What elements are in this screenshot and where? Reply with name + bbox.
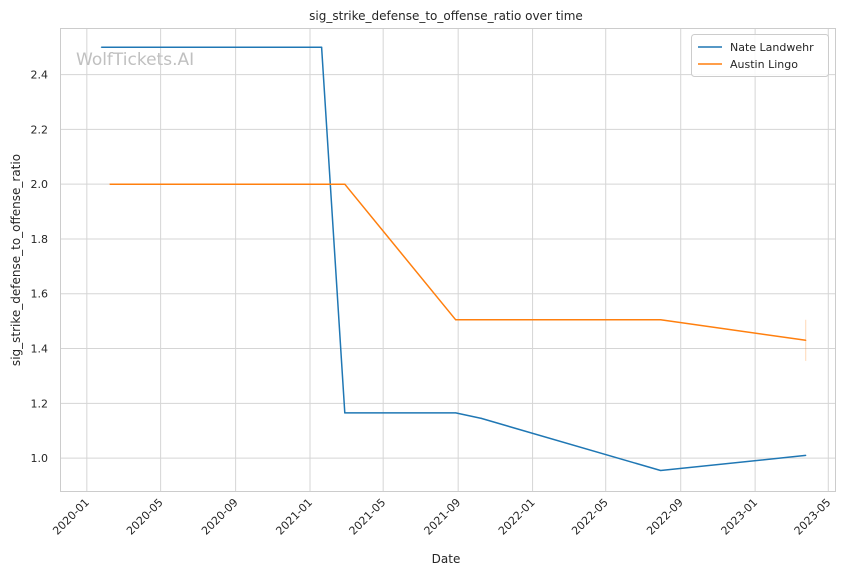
- x-axis-label: Date: [432, 552, 461, 566]
- x-tick-label: 2022-09: [644, 496, 686, 538]
- y-tick-label: 1.6: [31, 288, 49, 301]
- x-tick-label: 2021-05: [347, 496, 389, 538]
- legend-box: [691, 34, 829, 77]
- x-tick-label: 2020-05: [124, 496, 166, 538]
- x-tick-label: 2021-09: [422, 496, 464, 538]
- data-point-0-2: [344, 412, 346, 414]
- chart-title: sig_strike_defense_to_offense_ratio over…: [309, 9, 583, 23]
- watermark: WolfTickets.AI: [76, 50, 194, 70]
- grid: [60, 28, 835, 491]
- x-tick-labels: 2020-01 2020-05 2020-09 2021-01 2021-05 2021-…: [50, 496, 833, 538]
- x-tick-label: 2023-05: [792, 496, 834, 538]
- x-tick-label: 2021-01: [273, 496, 315, 538]
- data-point-0-5: [660, 469, 662, 472]
- y-tick-label: 2.4: [31, 69, 49, 82]
- legend-label-0: Nate Landwehr: [730, 41, 814, 54]
- series-lines: [100, 46, 807, 472]
- y-tick-label: 1.2: [31, 397, 49, 410]
- data-point-0-4: [480, 417, 482, 419]
- x-tick-label: 2023-01: [719, 496, 761, 538]
- x-tick-label: 2022-05: [569, 496, 611, 538]
- data-point-1-1: [344, 183, 346, 185]
- y-tick-label: 2.2: [31, 123, 49, 136]
- data-point-0-0: [100, 46, 103, 48]
- y-axis-label: sig_strike_defense_to_offense_ratio: [9, 154, 23, 366]
- x-tick-label: 2020-01: [50, 496, 92, 538]
- y-tick-label: 1.8: [31, 233, 49, 246]
- data-point-1-4: [805, 339, 807, 341]
- data-point-1-2: [455, 319, 457, 321]
- data-point-1-0: [109, 183, 111, 185]
- data-point-0-3: [455, 412, 457, 414]
- data-point-1-3: [660, 319, 662, 321]
- data-point-0-1: [320, 46, 323, 48]
- y-tick-labels: 1.0 1.2 1.4 1.6 1.8 2.0 2.2 2.4: [31, 69, 49, 466]
- legend: Nate Landwehr Austin Lingo: [691, 34, 829, 77]
- plot-frame: [60, 28, 836, 492]
- y-tick-label: 1.4: [31, 343, 49, 356]
- x-tick-label: 2022-01: [496, 496, 538, 538]
- legend-label-1: Austin Lingo: [730, 58, 798, 71]
- data-point-0-6: [805, 454, 807, 456]
- series-line-0: [101, 46, 806, 472]
- y-tick-label: 2.0: [31, 178, 49, 191]
- y-tick-label: 1.0: [31, 452, 49, 465]
- x-tick-label: 2020-09: [199, 496, 241, 538]
